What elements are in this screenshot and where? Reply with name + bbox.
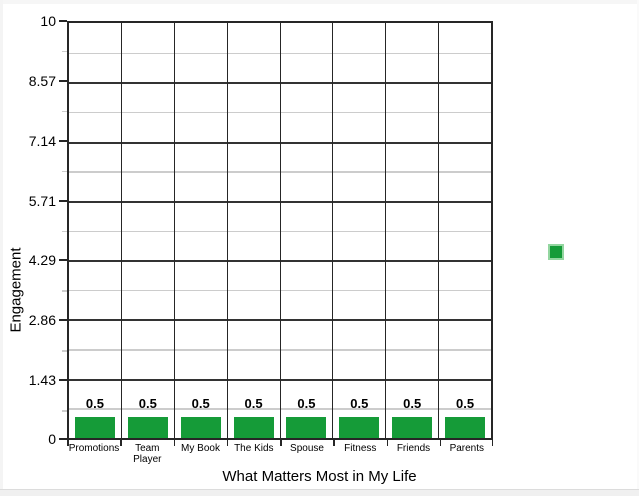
x-axis-title: What Matters Most in My Life (222, 468, 417, 485)
x-tick-mark (67, 440, 69, 446)
bar-column: 0.5 (175, 23, 228, 438)
y-tick-label: 0 (48, 431, 56, 447)
bar (180, 417, 221, 438)
y-tick-mark (59, 319, 67, 322)
y-tick-label: 8.57 (28, 72, 56, 89)
y-minor-tick-mark (62, 350, 67, 352)
window-edge-bottom (0, 489, 639, 496)
x-tick-label: Spouse (290, 443, 324, 454)
x-tick-mark (120, 440, 122, 446)
x-tick-mark (386, 440, 388, 446)
bar-column: 0.5 (439, 23, 491, 438)
x-tick-mark (491, 440, 493, 446)
x-tick-label: Fitness (344, 443, 377, 454)
bar-value-label: 0.5 (403, 396, 422, 411)
y-tick-mark (59, 139, 67, 142)
y-minor-tick-mark (62, 410, 67, 412)
x-tick-label: Friends (396, 443, 431, 454)
x-tick-mark (173, 440, 175, 446)
x-tick-label: Promotions (68, 443, 120, 454)
window-edge-left (0, 0, 3, 496)
window-edge-right (637, 0, 639, 496)
y-tick-mark (59, 438, 67, 440)
bar (74, 417, 115, 438)
window-edge-top (0, 0, 639, 4)
y-tick-mark (59, 259, 67, 262)
y-minor-tick-mark (62, 170, 67, 173)
bar-column: 0.5 (386, 23, 440, 438)
y-tick-mark (59, 20, 67, 22)
bar-column: 0.5 (69, 23, 122, 438)
bar-value-label: 0.5 (85, 396, 104, 411)
y-tick-label: 4.29 (28, 252, 56, 269)
bar (127, 417, 168, 438)
bar (445, 417, 486, 438)
y-minor-tick-mark (62, 230, 67, 232)
y-tick-label: 10 (40, 13, 56, 29)
x-tick-mark (333, 440, 335, 446)
x-tick-label: My Book (181, 443, 220, 454)
x-tick-mark (226, 440, 229, 446)
bar (339, 417, 380, 438)
y-tick-label: 7.14 (28, 132, 56, 149)
bar (392, 417, 433, 438)
y-tick-mark (59, 379, 67, 382)
y-tick-label: 5.71 (28, 192, 56, 209)
x-tick-mark (280, 440, 282, 446)
x-tick-label: Parents (449, 443, 485, 454)
bar-value-label: 0.5 (244, 396, 263, 411)
bar (286, 417, 327, 438)
x-tick-mark (439, 440, 442, 446)
bar-value-label: 0.5 (191, 396, 210, 411)
bar-column: 0.5 (228, 23, 281, 438)
y-minor-tick-mark (62, 50, 67, 53)
bar (233, 417, 274, 438)
bar-value-label: 0.5 (138, 396, 157, 411)
bar-value-label: 0.5 (456, 396, 475, 411)
y-minor-tick-mark (62, 110, 67, 113)
y-tick-label: 1.43 (28, 372, 56, 389)
bar-value-label: 0.5 (350, 396, 369, 411)
bar-column: 0.5 (333, 23, 387, 438)
y-tick-mark (59, 79, 67, 82)
plot-area: 0.5 0.5 0.5 0.5 0.5 0.5 (67, 21, 493, 440)
bar-columns: 0.5 0.5 0.5 0.5 0.5 0.5 (69, 23, 491, 438)
bar-column: 0.5 (122, 23, 175, 438)
x-tick-label: Team Player (133, 443, 162, 465)
legend-swatch (548, 244, 564, 260)
y-tick-mark (59, 199, 67, 202)
y-minor-tick-mark (62, 290, 67, 292)
bar-value-label: 0.5 (297, 396, 316, 411)
bar-column: 0.5 (281, 23, 334, 438)
y-tick-label: 2.86 (28, 312, 56, 329)
x-tick-label: The Kids (234, 443, 274, 454)
